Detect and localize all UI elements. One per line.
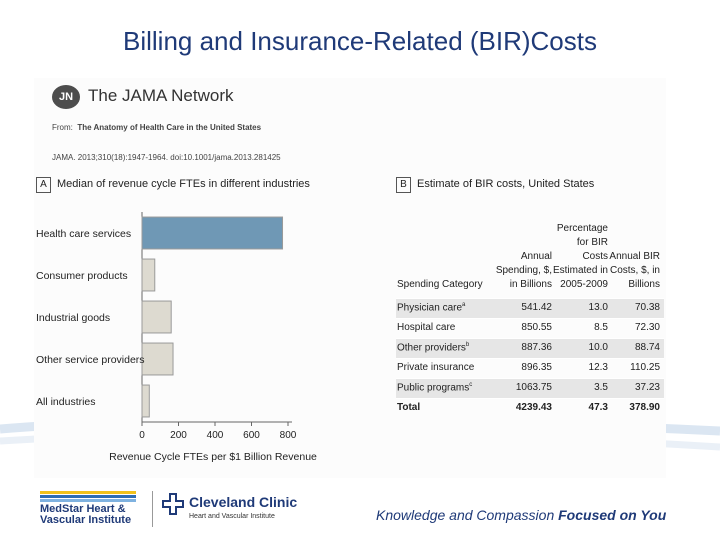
cell-category: Total <box>397 402 420 413</box>
tagline: Knowledge and Compassion Focused on You <box>376 507 666 523</box>
category-text: Private insurance <box>397 362 475 373</box>
panel-b-heading: B Estimate of BIR costs, United States <box>396 177 594 193</box>
category-text: Public programs <box>397 382 470 394</box>
category-label: Industrial goods <box>36 312 110 324</box>
table-row: Total 4239.43 47.3 378.90 <box>396 398 664 418</box>
table-row: Other providersb 887.36 10.0 88.74 <box>396 338 664 358</box>
table-body: Physician carea 541.42 13.0 70.38 Hospital c… <box>396 298 664 418</box>
footer: MedStar Heart & Vascular Institute Cleve… <box>0 485 720 540</box>
cell-spending: 896.35 <box>521 362 552 373</box>
panel-a-title: Median of revenue cycle FTEs in differen… <box>57 178 310 190</box>
medstar-name: MedStar Heart & Vascular Institute <box>40 504 131 526</box>
cell-bir-percentage: 12.3 <box>588 362 608 373</box>
revenue-cycle-bar-chart: Health care services Consumer products Ind… <box>36 212 317 463</box>
cell-spending: 4239.43 <box>515 402 552 413</box>
bar-health-care-services <box>141 216 284 250</box>
category-label: Consumer products <box>36 270 128 282</box>
header-spending-category: Spending Category <box>397 279 483 290</box>
jama-network-name: The JAMA Network <box>88 86 234 105</box>
cell-category: Public programsc <box>397 382 472 393</box>
cell-spending: 850.55 <box>521 322 552 333</box>
cell-category: Other providersb <box>397 342 469 353</box>
category-label: Other service providers <box>36 354 145 366</box>
cleveland-clinic-sub: Heart and Vascular Institute <box>189 513 275 520</box>
slide-title: Billing and Insurance-Related (BIR)Costs <box>123 26 597 56</box>
x-tick-label: 800 <box>280 430 297 441</box>
cell-bir-cost: 88.74 <box>634 342 660 353</box>
table-row: Private insurance 896.35 12.3 110.25 <box>396 358 664 378</box>
footnote-mark: b <box>465 342 470 348</box>
x-tick-label: 0 <box>139 430 145 441</box>
cell-bir-percentage: 47.3 <box>588 402 608 413</box>
cell-bir-percentage: 3.5 <box>594 382 608 393</box>
cleveland-clinic-name: Cleveland Clinic <box>189 494 298 510</box>
cell-bir-cost: 37.23 <box>634 382 660 393</box>
category-label: All industries <box>36 396 96 408</box>
medstar-stripe-light <box>40 499 136 502</box>
table-row: Hospital care 850.55 8.5 72.30 <box>396 318 664 338</box>
x-tick-label: 200 <box>170 430 187 441</box>
panel-b-letter: B <box>396 177 411 193</box>
cell-bir-percentage: 8.5 <box>594 322 608 333</box>
cell-spending: 1063.75 <box>515 382 552 393</box>
panel-a-heading: A Median of revenue cycle FTEs in differe… <box>36 177 310 193</box>
cell-category: Private insurance <box>397 362 474 373</box>
x-tick-label: 400 <box>207 430 224 441</box>
cell-bir-percentage: 13.0 <box>588 302 608 313</box>
tagline-regular: Knowledge and Compassion <box>376 507 555 523</box>
jama-network-logo[interactable]: JN The JAMA Network <box>52 82 238 112</box>
bar-consumer-products <box>141 258 156 292</box>
panel-b-title: Estimate of BIR costs, United States <box>417 178 595 190</box>
header-annual-spending: Annual Spending, $, in Billions <box>495 251 552 290</box>
cell-bir-cost: 378.90 <box>629 402 660 413</box>
category-text: Total <box>397 402 421 413</box>
article-title-link[interactable]: The Anatomy of Health Care in the United… <box>77 123 262 132</box>
category-text: Other providers <box>397 342 466 354</box>
table-row: Physician carea 541.42 13.0 70.38 <box>396 298 664 318</box>
jama-logo-icon: JN <box>52 85 80 109</box>
cleveland-clinic-icon <box>162 493 184 515</box>
x-tick-label: 600 <box>243 430 260 441</box>
medstar-line-2: Vascular Institute <box>40 514 132 526</box>
medstar-logo: MedStar Heart & Vascular Institute <box>40 491 148 531</box>
logo-divider <box>152 491 153 527</box>
medstar-stripe-yellow <box>40 491 136 494</box>
cell-category: Hospital care <box>397 322 455 333</box>
header-annual-bir-costs: Annual BIR Costs, $, in Billions <box>609 251 660 290</box>
category-text: Hospital care <box>397 322 456 333</box>
medstar-line-1: MedStar Heart & <box>40 503 126 515</box>
cell-bir-cost: 110.25 <box>630 362 660 373</box>
cell-spending: 541.42 <box>521 302 552 313</box>
bar-industrial-goods <box>141 300 172 334</box>
category-label: Health care services <box>36 228 131 240</box>
cell-bir-percentage: 10.0 <box>588 342 608 353</box>
bar-other-service-providers <box>141 342 174 376</box>
panel-a-letter: A <box>36 177 51 193</box>
bar-all-industries <box>141 384 150 418</box>
from-line: From: The Anatomy of Health Care in the … <box>52 123 261 132</box>
cell-spending: 887.36 <box>521 342 552 353</box>
citation-text: JAMA. 2013;310(18):1947-1964. doi:10.100… <box>52 153 281 162</box>
category-text: Physician care <box>397 302 463 314</box>
jama-figure: JN The JAMA Network From: The Anatomy of… <box>34 78 666 478</box>
from-label: From: <box>52 123 73 132</box>
cell-bir-cost: 70.38 <box>634 302 660 313</box>
table-header: Spending Category Annual Spending, $, in… <box>396 214 664 294</box>
footnote-mark: c <box>469 382 473 388</box>
tagline-bold: Focused on You <box>558 507 667 523</box>
medstar-stripe-blue <box>40 495 136 498</box>
x-axis-label: Revenue Cycle FTEs per $1 Billion Revenu… <box>109 451 317 463</box>
cell-category: Physician carea <box>397 302 465 313</box>
footnote-mark: a <box>462 302 466 308</box>
header-bir-percentage: Percentage for BIR Costs Estimated in 20… <box>552 223 608 290</box>
table-row: Public programsc 1063.75 3.5 37.23 <box>396 378 664 398</box>
cell-bir-cost: 72.30 <box>634 322 660 333</box>
